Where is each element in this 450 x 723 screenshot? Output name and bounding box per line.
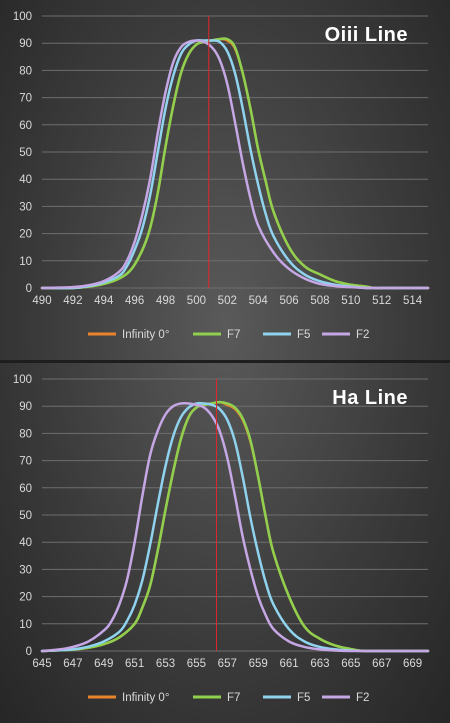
y-tick-label: 100: [13, 11, 32, 23]
x-tick-label: 653: [156, 658, 175, 670]
legend-label: F5: [297, 329, 310, 341]
series-line-f7: [40, 400, 430, 653]
x-tick-label: 512: [372, 295, 391, 307]
y-tick-label: 70: [19, 93, 32, 105]
x-tick-label: 661: [279, 658, 298, 670]
y-tick-label: 20: [19, 229, 32, 241]
x-tick-label: 500: [187, 295, 206, 307]
x-tick-label: 508: [310, 295, 329, 307]
x-tick-label: 651: [125, 658, 144, 670]
chart-svg: 0 10 20 30 40 50 60 70 80 90 100 490 492 494 496 498 500…: [13, 11, 430, 341]
x-tick-label: 490: [32, 295, 51, 307]
x-tick-label: 659: [249, 658, 268, 670]
legend-label: F2: [356, 329, 369, 341]
y-tick-label: 80: [19, 428, 32, 440]
y-tick-label: 0: [26, 283, 32, 295]
x-tick-label: 657: [218, 658, 237, 670]
x-tick-label: 498: [156, 295, 175, 307]
y-tick-label: 50: [19, 510, 32, 522]
oiii-line-chart: 0 10 20 30 40 50 60 70 80 90 100 490 492 494 496 498 500…: [0, 0, 450, 360]
y-tick-label: 60: [19, 120, 32, 132]
y-tick-label: 10: [19, 619, 32, 631]
y-tick-label: 30: [19, 201, 32, 213]
ha-line-chart: 0 10 20 30 40 50 60 70 80 90 100 645 647 649 651 653 655…: [0, 363, 450, 723]
y-tick-label: 0: [26, 646, 32, 658]
y-tick-label: 10: [19, 256, 32, 268]
x-tick-label: 667: [372, 658, 391, 670]
legend-label: F7: [227, 329, 240, 341]
y-tick-label: 40: [19, 174, 32, 186]
series-line-f5: [40, 38, 430, 290]
x-tick-label: 669: [403, 658, 422, 670]
chart-divider: [0, 360, 450, 363]
series-line-f5: [40, 401, 430, 653]
chart-title: Ha Line: [332, 387, 408, 409]
y-tick-label: 100: [13, 374, 32, 386]
x-tick-label: 504: [249, 295, 269, 307]
x-tick-label: 514: [403, 295, 423, 307]
legend-label: F7: [227, 692, 240, 704]
y-tick-label: 70: [19, 456, 32, 468]
legend-label: Infinity 0°: [122, 692, 169, 704]
chart-title: Oiii Line: [325, 24, 408, 46]
series-line-f7: [40, 37, 430, 290]
x-tick-label: 496: [125, 295, 144, 307]
legend-label: Infinity 0°: [122, 329, 169, 341]
y-tick-label: 20: [19, 592, 32, 604]
y-tick-label: 90: [19, 401, 32, 413]
series-line-f2: [40, 39, 430, 290]
legend-label: F5: [297, 692, 310, 704]
x-tick-label: 502: [218, 295, 237, 307]
legend-label: F2: [356, 692, 369, 704]
y-tick-label: 60: [19, 483, 32, 495]
y-tick-label: 40: [19, 537, 32, 549]
x-tick-label: 510: [341, 295, 360, 307]
y-tick-label: 50: [19, 147, 32, 159]
x-tick-label: 665: [341, 658, 360, 670]
x-tick-label: 494: [94, 295, 114, 307]
x-tick-label: 647: [63, 658, 82, 670]
y-tick-label: 80: [19, 65, 32, 77]
x-tick-label: 506: [279, 295, 298, 307]
x-tick-label: 663: [310, 658, 329, 670]
y-tick-label: 90: [19, 38, 32, 50]
series-line-f2: [40, 401, 430, 653]
x-tick-label: 492: [63, 295, 82, 307]
chart-svg: 0 10 20 30 40 50 60 70 80 90 100 645 647 649 651 653 655…: [13, 374, 430, 704]
x-tick-label: 645: [32, 658, 51, 670]
x-tick-label: 649: [94, 658, 113, 670]
y-tick-label: 30: [19, 564, 32, 576]
x-tick-label: 655: [187, 658, 206, 670]
